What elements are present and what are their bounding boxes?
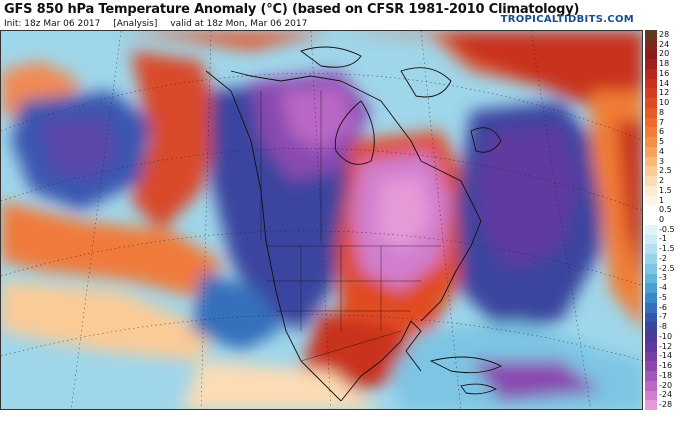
colorbar-swatch — [645, 185, 657, 197]
colorbar-swatch — [645, 302, 657, 314]
init-time: Init: 18z Mar 06 2017 — [4, 19, 101, 29]
political-borders — [260, 91, 441, 362]
colorbar-label: 8 — [659, 107, 665, 117]
colorbar-label: -1.5 — [659, 244, 675, 254]
colorbar-swatch — [645, 176, 657, 187]
colorbar-swatch — [645, 351, 657, 362]
colorbar-swatch — [645, 49, 657, 60]
colorbar-swatch — [645, 30, 657, 41]
colorbar-swatch — [645, 332, 657, 343]
chart-subtitle: Init: 18z Mar 06 2017 [Analysis] valid a… — [4, 19, 317, 29]
colorbar-label: -7 — [659, 312, 667, 322]
colorbar-swatch — [645, 88, 657, 99]
colorbar-label: -3 — [659, 273, 667, 283]
colorbar-label: 6 — [659, 127, 665, 137]
colorbar-label: 2 — [659, 176, 665, 186]
colorbar-label: -6 — [659, 302, 667, 312]
colorbar-legend: 28 24 20 18 16 14 12 10 8 7 6 5 4 3 2.5 2 1.5 1 0.5 0 -0.5 -1… — [645, 29, 680, 411]
colorbar-swatch — [645, 68, 657, 80]
chart-title: GFS 850 hPa Temperature Anomaly (°C) (ba… — [4, 2, 580, 17]
colorbar-label: 1 — [659, 195, 665, 205]
colorbar-swatch — [645, 98, 657, 109]
anomaly-map — [0, 30, 643, 410]
colorbar-swatch — [645, 283, 657, 294]
colorbar-swatch — [645, 254, 657, 265]
site-brand[interactable]: TROPICALTIDBITS.COM — [500, 14, 634, 25]
colorbar-swatch — [645, 341, 657, 353]
colorbar-label: 12 — [659, 88, 670, 98]
colorbar-swatch — [645, 146, 657, 158]
colorbar-swatch — [645, 380, 657, 391]
colorbar-label: -2.5 — [659, 263, 675, 273]
colorbar-label: -1 — [659, 234, 667, 244]
colorbar-swatch — [645, 107, 657, 119]
colorbar-label: 28 — [659, 29, 670, 39]
colorbar-label: -18 — [659, 370, 673, 380]
colorbar-label: 3 — [659, 156, 665, 166]
colorbar-swatch — [645, 137, 657, 148]
colorbar-label: -16 — [659, 361, 673, 371]
colorbar-label: -20 — [659, 380, 673, 390]
colorbar-label: -4 — [659, 283, 667, 293]
colorbar-swatch — [645, 263, 657, 275]
colorbar-label: -5 — [659, 292, 667, 302]
colorbar-label: 20 — [659, 49, 670, 59]
colorbar-label: 0.5 — [659, 205, 672, 215]
colorbar-label: -28 — [659, 400, 673, 410]
colorbar-label: 18 — [659, 59, 670, 69]
colorbar-label: 1.5 — [659, 185, 672, 195]
colorbar-swatch — [645, 117, 657, 128]
colorbar-swatch — [645, 293, 657, 304]
colorbar-swatch — [645, 195, 657, 206]
colorbar-swatch — [645, 215, 657, 226]
colorbar-label: 4 — [659, 146, 665, 156]
colorbar-swatch — [645, 39, 657, 50]
colorbar-swatch — [645, 361, 657, 372]
colorbar-swatch — [645, 400, 657, 411]
colorbar-label: 0 — [659, 215, 665, 224]
colorbar-swatch — [645, 224, 657, 236]
analysis-tag: [Analysis] — [113, 19, 158, 29]
colorbar-swatch — [645, 234, 657, 245]
colorbar-label: -0.5 — [659, 224, 675, 234]
colorbar-label: -24 — [659, 390, 673, 400]
colorbar-swatch — [645, 273, 657, 284]
colorbar-label: -8 — [659, 322, 667, 332]
colorbar-swatch — [645, 78, 657, 89]
colorbar-swatch — [645, 322, 657, 333]
colorbar-swatch — [645, 127, 657, 138]
colorbar-label: -12 — [659, 341, 673, 351]
colorbar-label: -10 — [659, 331, 673, 341]
colorbar-label: -14 — [659, 351, 673, 361]
colorbar-label: 5 — [659, 137, 665, 147]
colorbar-label: 16 — [659, 68, 670, 78]
colorbar-swatch — [645, 312, 657, 323]
colorbar-swatch — [645, 244, 657, 255]
valid-time: valid at 18z Mon, Mar 06 2017 — [170, 19, 308, 29]
colorbar-swatch — [645, 205, 657, 216]
colorbar-swatch — [645, 156, 657, 167]
colorbar-label: 10 — [659, 98, 670, 108]
colorbar-label: 2.5 — [659, 166, 672, 176]
colorbar-label: 24 — [659, 39, 670, 49]
anomaly-map-svg — [1, 31, 642, 409]
colorbar-label: -2 — [659, 253, 667, 263]
anomaly-field — [1, 31, 642, 409]
colorbar-swatch — [645, 59, 657, 70]
colorbar-swatch — [645, 166, 657, 177]
colorbar-label: 14 — [659, 78, 670, 88]
colorbar-swatch — [645, 390, 657, 401]
colorbar-swatch — [645, 371, 657, 382]
colorbar-label: 7 — [659, 117, 665, 127]
coastlines — [205, 46, 503, 402]
